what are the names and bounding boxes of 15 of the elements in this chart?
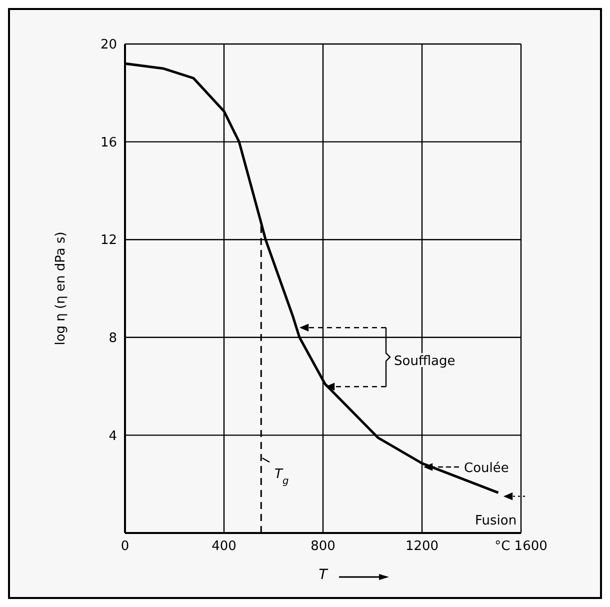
annotation: Coulée <box>464 461 509 476</box>
y-tick-label: 8 <box>108 331 117 346</box>
annotation: Fusion <box>475 513 517 528</box>
x-tick-label: °C 1600 <box>494 539 548 554</box>
annotation: T$_{g}$ <box>274 467 289 487</box>
x-tick-label: 1200 <box>405 539 439 554</box>
y-tick-label: 12 <box>100 233 117 248</box>
x-tick-label: 800 <box>310 539 336 554</box>
x-tick-label: 400 <box>212 539 236 554</box>
y-tick-label: 20 <box>100 38 117 53</box>
x-axis-title: T <box>318 567 329 583</box>
y-axis-title: log η (η en dPa s) <box>54 232 69 346</box>
y-tick-label: 4 <box>108 428 117 444</box>
x-tick-label: 0 <box>120 539 130 554</box>
y-tick-label: 16 <box>100 135 117 150</box>
